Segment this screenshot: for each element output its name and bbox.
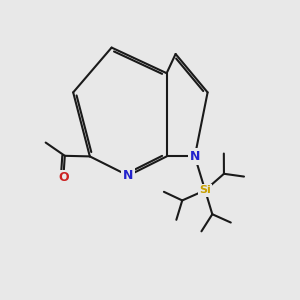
- Text: N: N: [123, 169, 134, 182]
- Text: Si: Si: [199, 185, 211, 195]
- Text: N: N: [190, 150, 200, 163]
- Text: O: O: [58, 171, 69, 184]
